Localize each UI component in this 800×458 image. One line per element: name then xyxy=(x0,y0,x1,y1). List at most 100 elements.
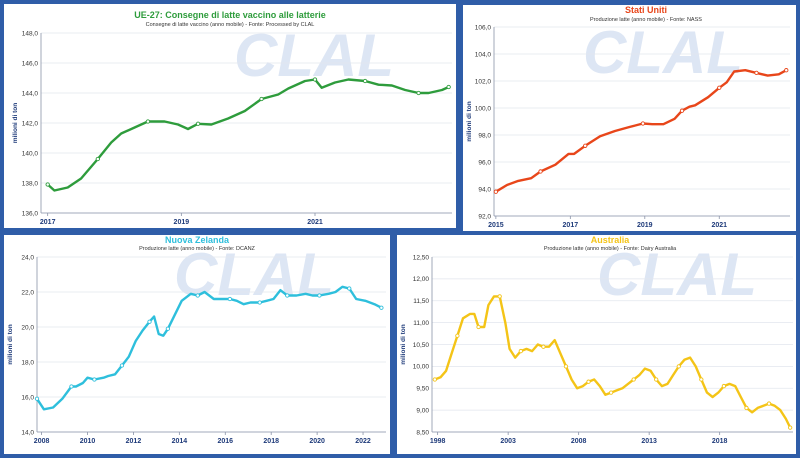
watermark-logo: CLAL xyxy=(597,241,757,308)
data-point xyxy=(497,294,502,299)
data-point xyxy=(493,189,499,194)
y-tick-label: 11,00 xyxy=(413,320,429,327)
x-tick-label: 2015 xyxy=(488,222,504,229)
watermark-logo: CLAL xyxy=(583,19,743,86)
y-axis-label: milioni di ton xyxy=(7,324,14,364)
data-point xyxy=(721,383,727,389)
y-tick-label: 24,0 xyxy=(21,254,34,261)
data-point xyxy=(476,324,481,330)
chart-title: Stati Uniti xyxy=(625,5,667,15)
data-point xyxy=(754,70,759,76)
x-tick-label: 2020 xyxy=(309,438,325,445)
data-point xyxy=(788,425,793,430)
y-tick-label: 96,0 xyxy=(478,159,491,166)
chart-subtitle: Consegne di latte vaccino (anno mobile) … xyxy=(146,22,315,28)
series-line xyxy=(494,68,788,193)
y-tick-label: 12,50 xyxy=(413,254,430,261)
data-point xyxy=(147,319,152,324)
chart-panel-usa: CLAL 92,0 94,0 96,0 98,0 100,0 102,0 104,0 106,0… xyxy=(463,5,796,231)
data-point xyxy=(631,377,636,382)
data-point xyxy=(654,377,659,382)
x-tick-label: 2017 xyxy=(563,222,579,229)
data-point xyxy=(69,384,74,389)
y-tick-label: 22,0 xyxy=(21,289,34,296)
data-point xyxy=(640,121,646,126)
data-point xyxy=(679,108,685,113)
x-tick-label: 2003 xyxy=(500,438,516,445)
data-point xyxy=(608,390,614,395)
data-point xyxy=(34,396,40,401)
y-axis-label: milioni di ton xyxy=(466,101,473,141)
data-point xyxy=(586,379,591,384)
data-point xyxy=(432,377,437,382)
y-tick-label: 11,50 xyxy=(413,298,429,305)
y-tick-label: 148,0 xyxy=(22,30,39,37)
data-point xyxy=(446,84,451,90)
y-axis-label: milioni di ton xyxy=(400,324,407,364)
y-tick-label: 102,0 xyxy=(475,78,492,85)
chart-title: Australia xyxy=(591,235,631,245)
data-point xyxy=(379,305,384,310)
data-point xyxy=(317,293,322,298)
data-point xyxy=(784,68,789,73)
chart-title: UE-27: Consegne di latte vaccino alle la… xyxy=(134,10,326,20)
y-tick-label: 104,0 xyxy=(475,51,492,58)
data-point xyxy=(257,300,262,305)
y-tick-label: 144,0 xyxy=(22,90,39,97)
data-point xyxy=(541,344,546,349)
data-point xyxy=(195,121,201,126)
y-tick-label: 92,0 xyxy=(478,213,491,220)
x-tick-label: 2021 xyxy=(307,219,323,226)
x-tick-label: 2019 xyxy=(637,222,653,229)
data-point xyxy=(119,363,125,368)
x-tick-label: 2016 xyxy=(217,438,233,445)
chart-usa: CLAL 92,0 94,0 96,0 98,0 100,0 102,0 104,0 106,0… xyxy=(466,5,790,229)
y-tick-label: 10,50 xyxy=(413,342,430,349)
data-point xyxy=(538,169,543,174)
y-tick-label: 136,0 xyxy=(22,210,39,217)
data-point xyxy=(45,182,50,187)
chart-panel-new-zealand: CLAL 14,0 16,0 18,0 20,0 22,0 24,0 2008 2010 2012… xyxy=(4,235,390,454)
y-tick-label: 140,0 xyxy=(22,150,39,157)
chart-new-zealand: CLAL 14,0 16,0 18,0 20,0 22,0 24,0 2008 2010 2012… xyxy=(7,235,386,445)
data-point xyxy=(455,333,460,338)
chart-panel-australia: CLAL 8,50 9,00 9,50 10,00 10,50 11,00 11,50 12,0… xyxy=(397,235,796,454)
chart-australia: CLAL 8,50 9,00 9,50 10,00 10,50 11,00 11,50 12,0… xyxy=(400,235,793,445)
y-tick-label: 142,0 xyxy=(22,120,39,127)
x-tick-label: 2017 xyxy=(40,219,56,226)
x-tick-label: 2021 xyxy=(711,222,727,229)
y-tick-label: 20,0 xyxy=(21,324,34,331)
data-point xyxy=(744,405,749,411)
data-point xyxy=(583,143,588,148)
x-tick-label: 1998 xyxy=(430,438,446,445)
x-tick-label: 2018 xyxy=(712,438,728,445)
x-tick-label: 2008 xyxy=(571,438,587,445)
data-point xyxy=(676,364,681,369)
chart-panel-eu27: CLAL 136,0 138,0 140,0 142,0 144,0 146,0 148,0 2… xyxy=(4,4,456,228)
y-tick-label: 16,0 xyxy=(21,394,34,401)
y-tick-label: 98,0 xyxy=(478,132,491,139)
data-point xyxy=(416,90,421,96)
y-tick-label: 9,50 xyxy=(416,386,429,393)
data-point xyxy=(699,377,704,382)
x-tick-label: 2022 xyxy=(355,438,371,445)
series-line xyxy=(46,78,450,192)
data-point xyxy=(766,401,772,406)
x-tick-label: 2018 xyxy=(263,438,279,445)
series-line xyxy=(433,295,792,429)
x-tick-label: 2010 xyxy=(80,438,96,445)
y-tick-label: 146,0 xyxy=(22,60,39,67)
chart-eu27: CLAL136,0138,0140,0142,0144,0146,0148,02… xyxy=(12,10,452,226)
x-tick-label: 2014 xyxy=(172,438,188,445)
chart-subtitle: Produzione latte (anno mobile) - Fonte: … xyxy=(544,246,677,252)
data-point xyxy=(95,156,100,162)
data-point xyxy=(518,348,523,354)
x-tick-label: 2013 xyxy=(641,438,657,445)
chart-subtitle: Produzione latte (anno mobile) - Fonte: … xyxy=(139,246,255,252)
data-point xyxy=(92,377,97,382)
y-tick-label: 10,00 xyxy=(413,364,430,371)
x-tick-label: 2008 xyxy=(34,438,50,445)
y-tick-label: 106,0 xyxy=(475,24,492,31)
y-tick-label: 9,00 xyxy=(416,407,429,414)
y-tick-label: 8,50 xyxy=(416,429,429,436)
